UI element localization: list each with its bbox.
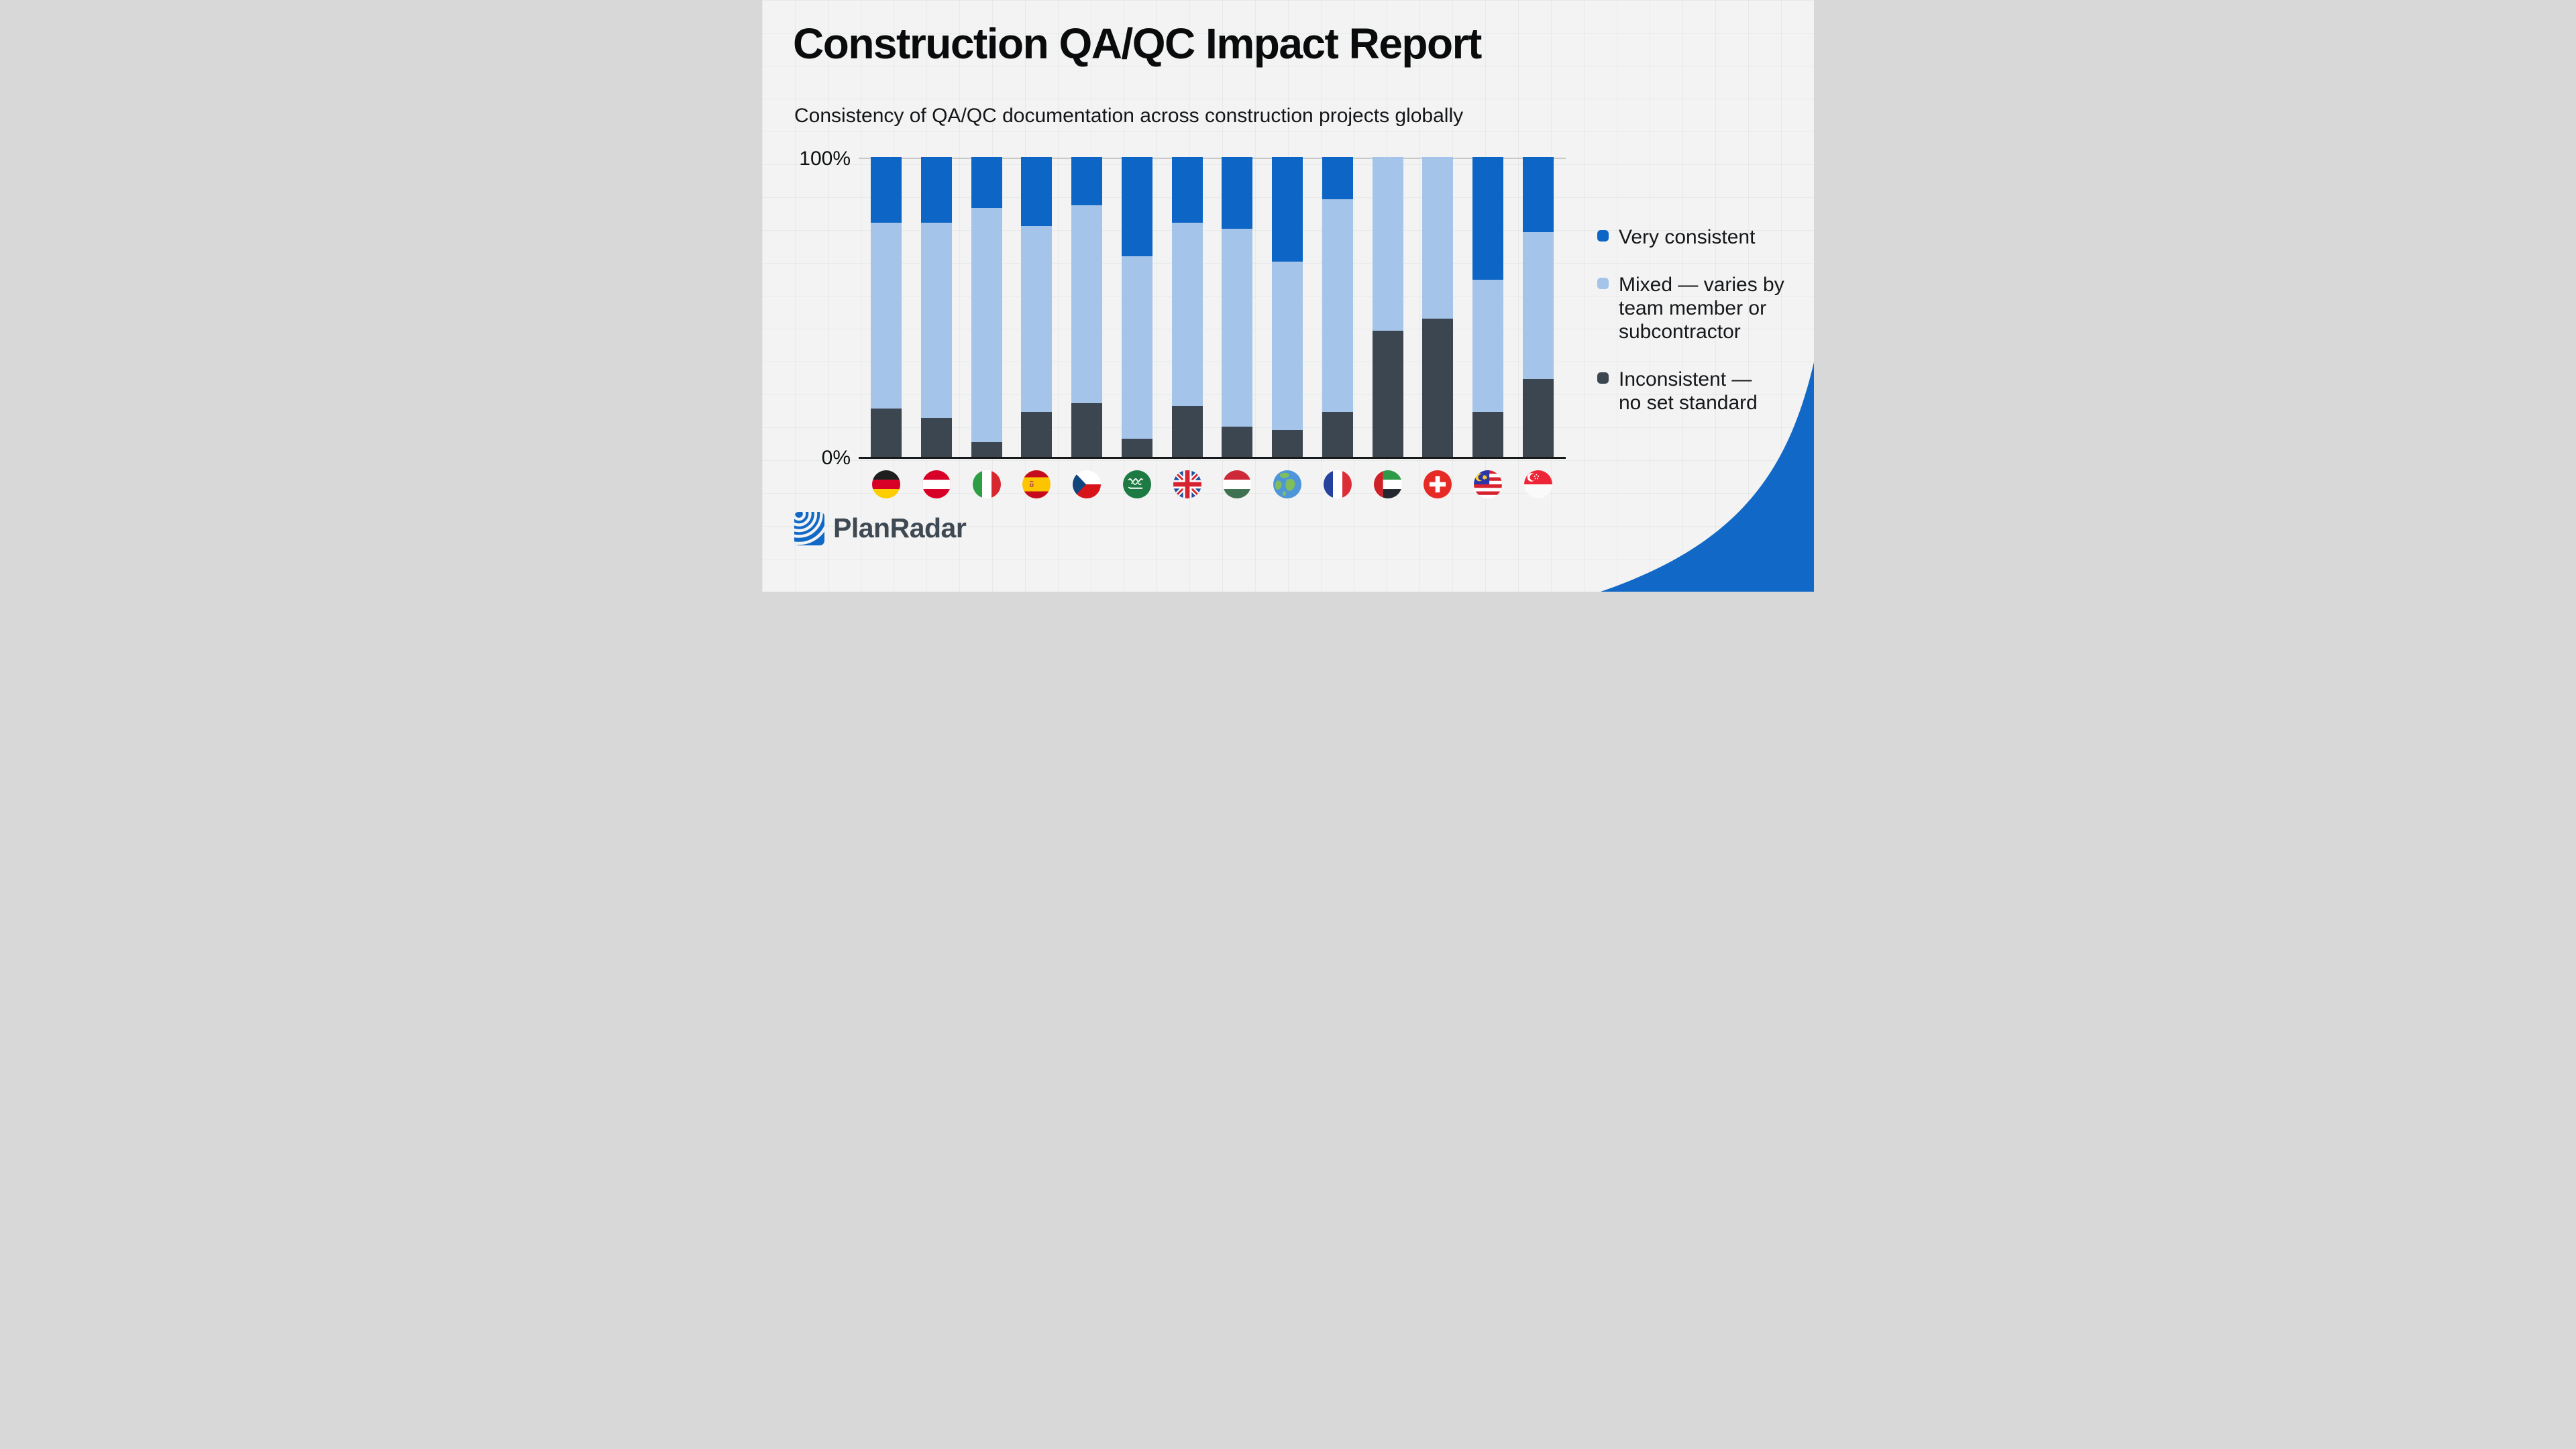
austria-flag-icon [922, 470, 951, 498]
germany-flag-icon [872, 470, 900, 498]
legend-swatch-inconsistent [1597, 372, 1609, 384]
segment-mixed [1372, 157, 1403, 331]
segment-inconsistent [871, 409, 902, 457]
y-axis-max-label: 100% [799, 148, 851, 170]
segment-mixed [1021, 225, 1053, 412]
segment-mixed [1171, 223, 1203, 406]
czechia-flag-icon [1073, 470, 1102, 498]
segment-inconsistent [1523, 378, 1554, 457]
segment-very-consistent [1171, 157, 1203, 223]
segment-very-consistent [1472, 157, 1504, 280]
y-axis-min-label: 0% [821, 447, 851, 469]
segment-very-consistent [1523, 157, 1554, 232]
bar-germany [871, 157, 902, 457]
segment-inconsistent [1171, 405, 1203, 457]
malaysia-flag-icon [1474, 470, 1503, 498]
segment-very-consistent [871, 157, 902, 223]
segment-mixed [1523, 231, 1554, 379]
segment-inconsistent [1472, 411, 1504, 457]
segment-mixed [1422, 157, 1454, 319]
segment-inconsistent [1121, 439, 1152, 457]
spain-flag-icon [1022, 470, 1051, 498]
bar-italy [971, 157, 1002, 457]
bar-spain [1021, 157, 1053, 457]
segment-inconsistent [1372, 331, 1403, 457]
segment-mixed [1071, 205, 1103, 403]
singapore-flag-icon [1524, 470, 1552, 498]
globe-icon [1273, 470, 1302, 498]
segment-inconsistent [971, 441, 1002, 457]
legend-item-very-consistent: Very consistent [1597, 225, 1755, 249]
segment-mixed [1121, 256, 1152, 439]
segment-inconsistent [1222, 427, 1253, 457]
bar-saudi-arabia [1121, 157, 1152, 457]
italy-flag-icon [972, 470, 1001, 498]
bar-switzerland [1422, 157, 1454, 457]
x-axis-baseline [859, 457, 1566, 459]
page-title: Construction QA/QC Impact Report [793, 19, 1482, 68]
segment-very-consistent [1021, 157, 1053, 226]
bar-hungary [1222, 157, 1253, 457]
segment-mixed [971, 207, 1002, 442]
uae-flag-icon [1373, 470, 1402, 498]
segment-inconsistent [1422, 319, 1454, 457]
page-subtitle: Consistency of QA/QC documentation acros… [794, 105, 1464, 127]
bar-united-arab-emirates [1372, 157, 1403, 457]
hungary-flag-icon [1223, 470, 1252, 498]
bar-france [1322, 157, 1353, 457]
saudi-arabia-flag-icon [1122, 470, 1151, 498]
bar-singapore [1523, 157, 1554, 457]
bar-malaysia [1472, 157, 1504, 457]
segment-very-consistent [1222, 157, 1253, 229]
united-kingdom-flag-icon [1173, 470, 1201, 498]
segment-very-consistent [1071, 157, 1103, 205]
segment-inconsistent [1071, 402, 1103, 457]
segment-very-consistent [1272, 157, 1303, 262]
gridline-100-percent [859, 158, 1566, 159]
planradar-logo-text: PlanRadar [833, 512, 967, 543]
segment-mixed [1272, 262, 1303, 430]
segment-inconsistent [920, 417, 952, 457]
switzerland-flag-icon [1424, 470, 1452, 498]
planradar-radar-icon [794, 512, 824, 545]
bar-global [1272, 157, 1303, 457]
bar-czech-republic [1071, 157, 1103, 457]
segment-mixed [1472, 280, 1504, 412]
legend-label: Inconsistent — no set standard [1619, 368, 1758, 414]
segment-very-consistent [971, 157, 1002, 208]
segment-very-consistent [1322, 157, 1353, 199]
segment-very-consistent [1121, 157, 1152, 256]
france-flag-icon [1323, 470, 1352, 498]
segment-very-consistent [920, 157, 952, 223]
legend-swatch-mixed [1597, 278, 1609, 289]
segment-mixed [1322, 199, 1353, 412]
segment-inconsistent [1322, 411, 1353, 457]
legend-item-mixed: Mixed — varies by team member or subcont… [1597, 273, 1784, 343]
segment-mixed [1222, 229, 1253, 427]
bar-united-kingdom [1171, 157, 1203, 457]
segment-inconsistent [1021, 411, 1053, 457]
segment-inconsistent [1272, 429, 1303, 457]
legend-label: Very consistent [1619, 226, 1756, 248]
legend-swatch-very-consistent [1597, 230, 1609, 241]
legend-item-inconsistent: Inconsistent — no set standard [1597, 368, 1758, 415]
infographic-canvas: Construction QA/QC Impact Report Consist… [762, 0, 1814, 592]
legend-label: Mixed — varies by team member or subcont… [1619, 274, 1784, 343]
segment-mixed [920, 223, 952, 418]
planradar-logo: PlanRadar [794, 512, 967, 545]
bar-austria [920, 157, 952, 457]
segment-mixed [871, 223, 902, 409]
